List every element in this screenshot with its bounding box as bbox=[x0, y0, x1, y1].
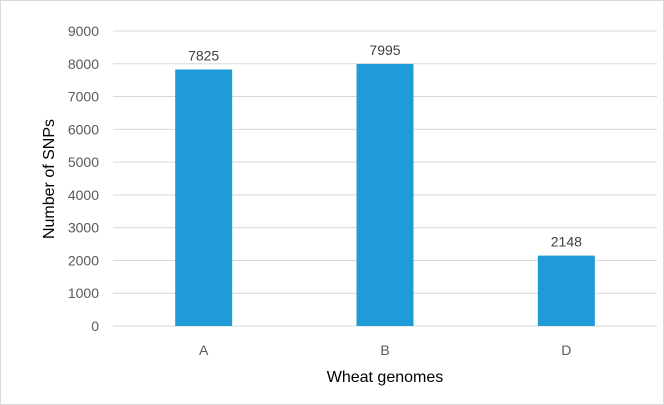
data-label: 7825 bbox=[188, 48, 219, 64]
y-tick-label: 3000 bbox=[68, 220, 99, 236]
bar-b bbox=[356, 63, 414, 327]
data-label: 2148 bbox=[551, 234, 582, 250]
y-tick-label: 9000 bbox=[68, 23, 99, 39]
x-axis-title: Wheat genomes bbox=[327, 369, 444, 386]
data-label: 7995 bbox=[369, 42, 400, 58]
y-tick-label: 5000 bbox=[68, 154, 99, 170]
x-tick-label: B bbox=[380, 342, 389, 358]
y-tick-label: 2000 bbox=[68, 252, 99, 268]
y-tick-label: 7000 bbox=[68, 89, 99, 105]
bar-a bbox=[175, 69, 233, 326]
data-labels: 7825 7995 2148 bbox=[188, 42, 582, 250]
y-tick-label: 1000 bbox=[68, 285, 99, 301]
x-tick-label: D bbox=[561, 342, 571, 358]
y-tick-label: 4000 bbox=[68, 187, 99, 203]
y-tick-label: 8000 bbox=[68, 56, 99, 72]
y-axis-ticks: 0 1000 2000 3000 4000 5000 6000 7000 8000 9000 bbox=[68, 23, 99, 334]
bar-d bbox=[537, 255, 595, 326]
bars bbox=[175, 63, 595, 327]
y-tick-label: 6000 bbox=[68, 121, 99, 137]
x-tick-label: A bbox=[199, 342, 209, 358]
y-axis-title: Number of SNPs bbox=[41, 119, 58, 239]
y-tick-label: 0 bbox=[91, 318, 99, 334]
